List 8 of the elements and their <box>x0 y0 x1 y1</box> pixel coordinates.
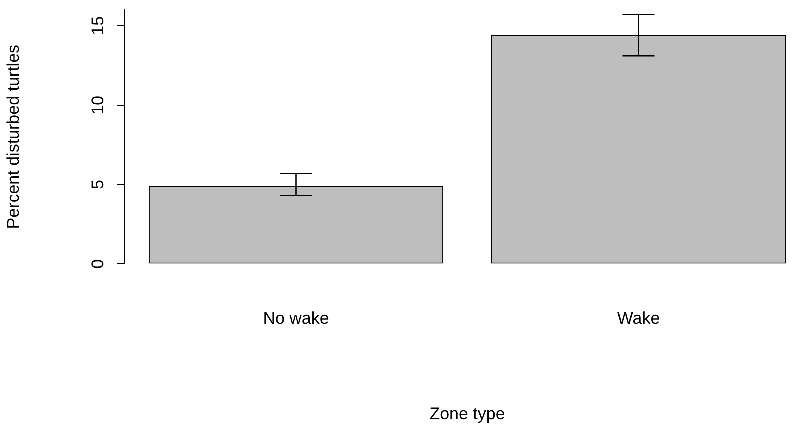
y-tick-label: 0 <box>88 259 108 269</box>
y-tick-label: 15 <box>88 16 108 36</box>
y-axis-title: Percent disturbed turtles <box>4 44 23 230</box>
y-tick-label: 5 <box>88 180 108 190</box>
x-axis-title: Zone type <box>430 404 506 424</box>
y-tick-label: 10 <box>88 96 108 115</box>
x-tick-label: No wake <box>263 309 330 328</box>
x-tick-label: Wake <box>617 309 660 328</box>
